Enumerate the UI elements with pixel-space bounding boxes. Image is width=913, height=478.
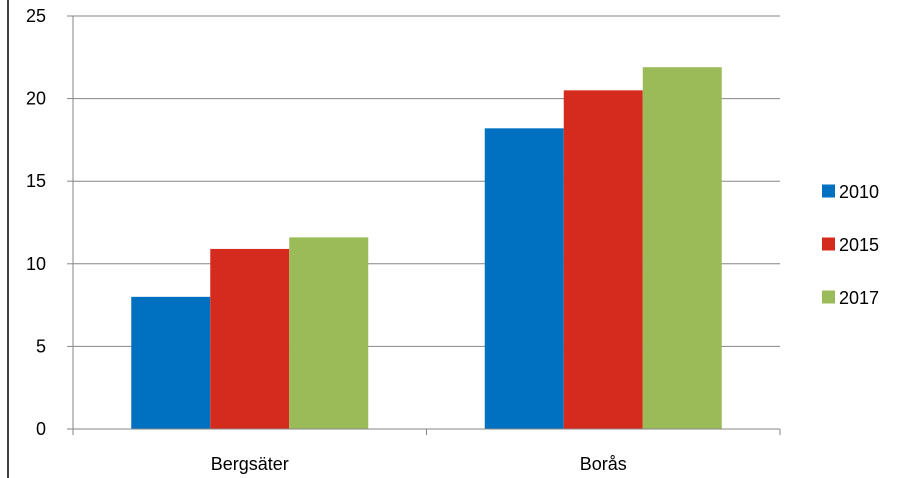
legend: 2010 2015 2017 bbox=[822, 182, 879, 308]
legend-label-2010: 2010 bbox=[839, 182, 879, 202]
legend-label-2015: 2015 bbox=[839, 235, 879, 255]
y-tick-label: 20 bbox=[26, 89, 46, 109]
y-tick-label: 10 bbox=[26, 254, 46, 274]
bars bbox=[131, 67, 722, 429]
bar-bergs-ter-2010 bbox=[131, 296, 211, 429]
y-tick-label: 5 bbox=[36, 336, 46, 356]
y-tick-label: 0 bbox=[36, 419, 46, 439]
bar-bergs-ter-2015 bbox=[210, 248, 290, 429]
x-axis-labels: Bergsäter Borås bbox=[72, 429, 781, 474]
y-tick-label: 15 bbox=[26, 171, 46, 191]
bar-bergs-ter-2017 bbox=[289, 237, 369, 429]
y-tick-label: 25 bbox=[26, 6, 46, 26]
legend-swatch-2015 bbox=[822, 237, 835, 251]
x-category-label: Bergsäter bbox=[211, 454, 289, 474]
legend-swatch-2017 bbox=[822, 290, 835, 304]
bar-bor-s-2010 bbox=[484, 128, 564, 429]
legend-label-2017: 2017 bbox=[839, 288, 879, 308]
y-axis-ticks: 0 5 10 15 20 25 bbox=[26, 6, 73, 439]
bar-bor-s-2017 bbox=[642, 67, 722, 429]
x-category-label: Borås bbox=[580, 454, 627, 474]
bar-bor-s-2015 bbox=[563, 90, 643, 429]
legend-swatch-2010 bbox=[822, 184, 835, 198]
